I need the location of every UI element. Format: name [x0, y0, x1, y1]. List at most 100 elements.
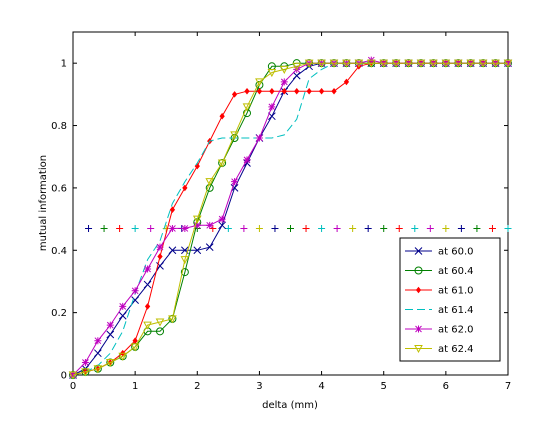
data-point: [404, 59, 413, 68]
data-point: [106, 330, 115, 339]
data-point: [244, 87, 250, 95]
reference-point: [116, 224, 124, 232]
data-point: [180, 256, 190, 265]
reference-point: [426, 224, 434, 232]
x-axis-label: delta (mm): [262, 400, 318, 411]
data-point: [180, 268, 189, 277]
data-point: [256, 87, 263, 95]
data-point: [219, 112, 225, 120]
data-point: [267, 69, 277, 78]
data-point: [279, 65, 289, 74]
data-point: [366, 59, 376, 68]
series-line: [72, 62, 508, 376]
reference-point: [85, 224, 93, 232]
legend-marker: [414, 345, 423, 354]
reference-point: [147, 224, 155, 232]
data-point: [193, 221, 201, 229]
data-point: [491, 59, 500, 68]
data-point: [94, 349, 102, 358]
legend-marker: [414, 266, 423, 275]
reference-point: [333, 224, 341, 232]
reference-point: [349, 224, 357, 232]
legend-label: at 60.4: [438, 266, 474, 277]
data-point: [292, 62, 302, 71]
series-at-62-4: [68, 59, 513, 380]
data-point: [281, 87, 287, 95]
data-point: [343, 78, 350, 86]
reference-point: [224, 224, 232, 232]
data-point: [478, 59, 488, 68]
data-point: [429, 59, 438, 68]
data-point: [144, 303, 151, 310]
legend-label: at 62.4: [438, 344, 474, 355]
reference-point: [131, 224, 139, 232]
data-point: [304, 59, 314, 68]
reference-point: [271, 224, 279, 232]
x-tick-label: 0: [70, 381, 76, 392]
data-point: [217, 159, 227, 168]
data-point: [156, 262, 164, 270]
x-tick-label: 6: [443, 381, 449, 392]
reference-point: [488, 224, 496, 232]
data-point: [68, 371, 78, 380]
data-point: [143, 280, 152, 289]
reference-point: [240, 224, 248, 232]
data-point: [105, 359, 115, 368]
data-point: [130, 343, 140, 352]
data-point: [168, 246, 177, 255]
data-point: [466, 59, 476, 68]
reference-point: [504, 224, 512, 232]
data-point: [131, 296, 139, 305]
data-point: [453, 59, 463, 68]
reference-point: [287, 224, 294, 232]
data-point: [181, 224, 189, 232]
data-point: [342, 59, 351, 68]
x-tick-label: 4: [318, 381, 324, 392]
data-point: [269, 87, 275, 95]
reference-point: [302, 224, 310, 232]
data-point: [157, 253, 163, 260]
data-point: [81, 359, 89, 367]
reference-point: [209, 224, 217, 232]
data-point: [132, 337, 138, 345]
data-point: [230, 131, 239, 140]
y-tick-label: 0.2: [51, 308, 67, 319]
data-point: [131, 287, 139, 295]
data-point: [503, 59, 513, 68]
reference-point: [457, 224, 465, 232]
data-point: [255, 78, 264, 87]
data-point: [416, 59, 426, 68]
data-point: [144, 265, 152, 273]
data-point: [231, 178, 239, 186]
data-point: [168, 315, 177, 324]
data-point: [94, 337, 102, 345]
data-point: [231, 91, 238, 98]
data-point: [156, 243, 164, 251]
reference-point: [255, 224, 263, 232]
data-point: [354, 59, 364, 68]
data-point: [441, 59, 451, 68]
data-point: [218, 221, 226, 230]
reference-point: [364, 224, 372, 232]
data-point: [143, 321, 152, 330]
series-group: [68, 56, 513, 380]
data-point: [243, 156, 251, 164]
legend-label: at 61.4: [438, 305, 474, 316]
reference-point: [380, 224, 388, 232]
data-point: [317, 59, 326, 68]
legend-label: at 61.0: [438, 286, 474, 297]
reference-point: [395, 224, 403, 232]
x-tick-label: 1: [132, 381, 138, 392]
y-axis-label: mutual information: [38, 155, 49, 251]
x-tick-label: 5: [381, 381, 387, 392]
x-tick-label: 3: [256, 381, 262, 392]
y-axis: 0 0.2 0.4 0.6 0.8 1: [51, 59, 508, 382]
data-point: [329, 59, 339, 68]
data-point: [205, 178, 215, 187]
data-point: [118, 311, 127, 320]
legend-marker: [414, 247, 423, 255]
y-tick-label: 1: [61, 59, 67, 70]
data-point: [182, 184, 188, 192]
